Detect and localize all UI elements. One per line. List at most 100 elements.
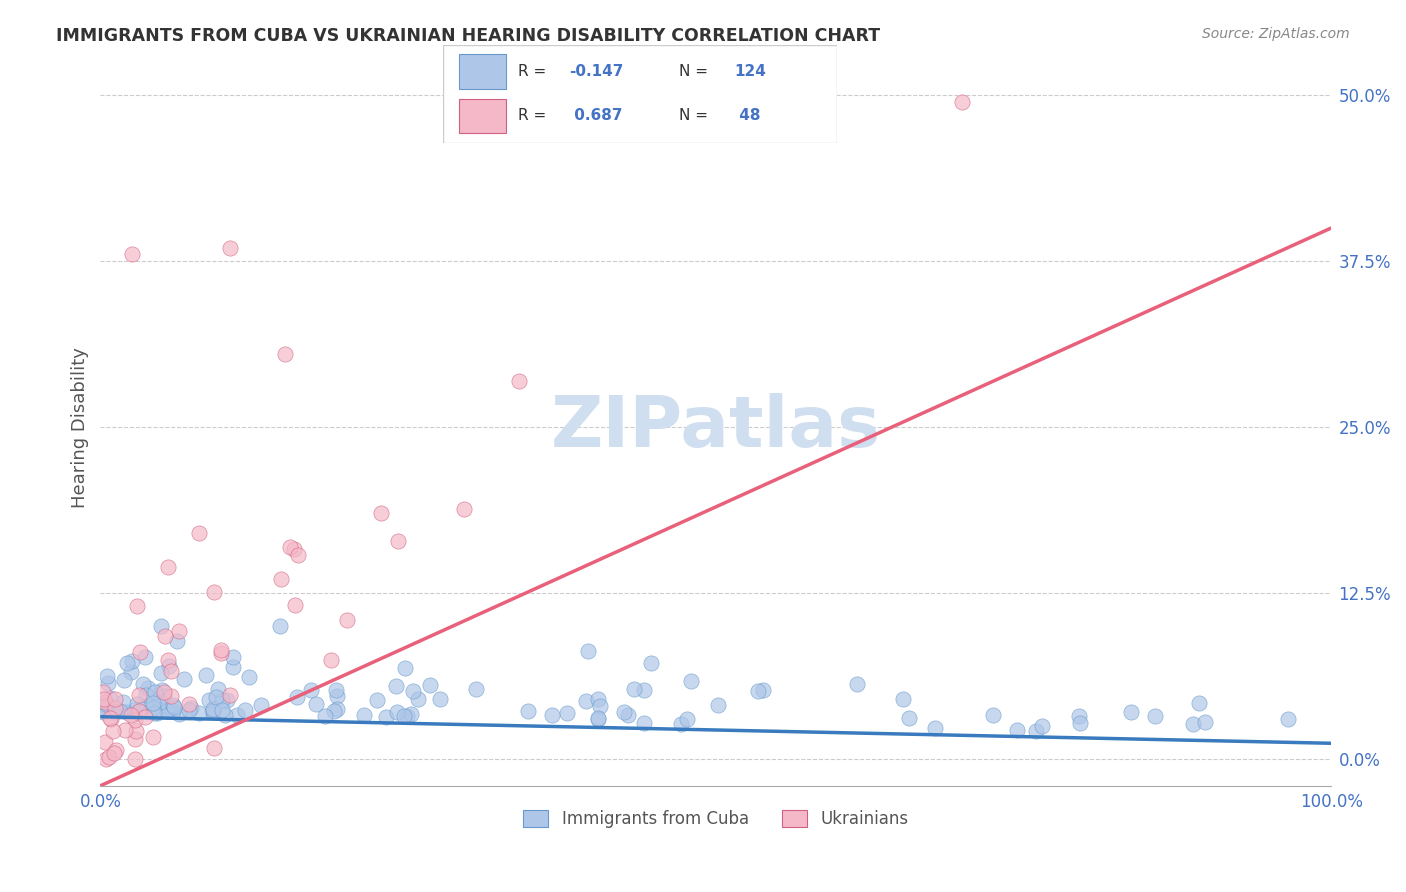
Point — [135, 698, 157, 713]
Point — [125, 697, 148, 711]
Point — [408, 691, 430, 706]
Point — [205, 690, 228, 705]
Point — [285, 690, 308, 704]
Point — [124, 713, 146, 727]
Point — [142, 730, 165, 744]
Point — [179, 697, 201, 711]
Point — [124, 732, 146, 747]
Point — [162, 699, 184, 714]
Point — [222, 650, 245, 665]
Point — [399, 707, 422, 722]
Bar — [458, 99, 506, 133]
Point — [149, 665, 172, 680]
Point — [1069, 708, 1091, 723]
Point — [419, 678, 441, 692]
Point — [101, 724, 124, 739]
Text: -0.147: -0.147 — [569, 63, 623, 78]
Point — [669, 717, 692, 731]
Point — [284, 598, 307, 612]
Point — [143, 684, 166, 698]
Point — [353, 707, 375, 722]
Point — [215, 693, 238, 707]
Point — [278, 540, 301, 554]
Point — [194, 668, 217, 682]
Point — [508, 374, 530, 388]
Point — [162, 698, 184, 713]
Point — [120, 665, 142, 679]
Point — [98, 711, 121, 725]
Point — [128, 704, 150, 718]
Point — [1025, 723, 1047, 738]
Point — [198, 693, 221, 707]
Point — [143, 706, 166, 721]
Point — [375, 709, 398, 723]
Legend: Immigrants from Cuba, Ukrainians: Immigrants from Cuba, Ukrainians — [516, 804, 915, 835]
Point — [160, 664, 183, 678]
Point — [218, 241, 240, 255]
Point — [589, 698, 612, 713]
Point — [108, 704, 131, 718]
Point — [394, 661, 416, 675]
Point — [541, 708, 564, 723]
Point — [613, 705, 636, 719]
Point — [159, 689, 181, 703]
Point — [96, 668, 118, 682]
Point — [98, 691, 121, 706]
Point — [322, 704, 344, 718]
Point — [314, 709, 336, 723]
Point — [146, 706, 169, 721]
Point — [91, 705, 114, 719]
Point — [319, 653, 342, 667]
Point — [97, 702, 120, 716]
Point — [575, 694, 598, 708]
Point — [115, 706, 138, 720]
Point — [209, 643, 232, 657]
Point — [202, 740, 225, 755]
Point — [1007, 723, 1029, 738]
Point — [1143, 708, 1166, 723]
Point — [950, 95, 973, 109]
Text: Source: ZipAtlas.com: Source: ZipAtlas.com — [1202, 27, 1350, 41]
Point — [299, 683, 322, 698]
Point — [274, 347, 297, 361]
Point — [747, 684, 769, 698]
Point — [157, 659, 180, 673]
Point — [152, 683, 174, 698]
Point — [94, 752, 117, 766]
Point — [100, 712, 122, 726]
Point — [222, 660, 245, 674]
Point — [845, 677, 868, 691]
Point — [156, 653, 179, 667]
Point — [202, 585, 225, 599]
Point — [149, 691, 172, 706]
Point — [97, 750, 120, 764]
Text: IMMIGRANTS FROM CUBA VS UKRAINIAN HEARING DISABILITY CORRELATION CHART: IMMIGRANTS FROM CUBA VS UKRAINIAN HEARIN… — [56, 27, 880, 45]
Point — [269, 619, 291, 633]
Point — [752, 682, 775, 697]
Point — [211, 703, 233, 717]
Point — [325, 702, 347, 716]
Point — [157, 701, 180, 715]
Point — [676, 713, 699, 727]
Y-axis label: Hearing Disability: Hearing Disability — [72, 347, 89, 508]
Text: 0.687: 0.687 — [569, 108, 623, 123]
Point — [167, 707, 190, 722]
Point — [387, 534, 409, 549]
Point — [283, 542, 305, 557]
Point — [166, 633, 188, 648]
Point — [153, 684, 176, 698]
Point — [576, 644, 599, 658]
Point — [1119, 705, 1142, 719]
Text: N =: N = — [679, 108, 713, 123]
Point — [132, 677, 155, 691]
Point — [103, 746, 125, 760]
Point — [103, 705, 125, 719]
Point — [226, 708, 249, 723]
Point — [395, 709, 418, 723]
Point — [465, 682, 488, 697]
Point — [366, 693, 388, 707]
Point — [157, 559, 180, 574]
Point — [897, 711, 920, 725]
Point — [1182, 717, 1205, 731]
Point — [142, 700, 165, 714]
